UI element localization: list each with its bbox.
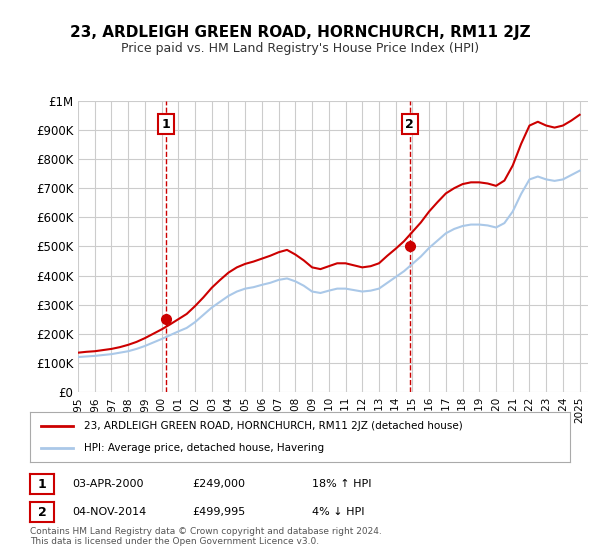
Text: 1: 1 — [38, 478, 46, 491]
Text: Price paid vs. HM Land Registry's House Price Index (HPI): Price paid vs. HM Land Registry's House … — [121, 42, 479, 55]
Text: 1: 1 — [161, 118, 170, 130]
Text: 23, ARDLEIGH GREEN ROAD, HORNCHURCH, RM11 2JZ: 23, ARDLEIGH GREEN ROAD, HORNCHURCH, RM1… — [70, 25, 530, 40]
Text: £249,000: £249,000 — [192, 479, 245, 489]
Text: £499,995: £499,995 — [192, 507, 245, 517]
Text: 4% ↓ HPI: 4% ↓ HPI — [312, 507, 365, 517]
Text: 2: 2 — [38, 506, 46, 519]
Text: Contains HM Land Registry data © Crown copyright and database right 2024.
This d: Contains HM Land Registry data © Crown c… — [30, 526, 382, 546]
Text: 23, ARDLEIGH GREEN ROAD, HORNCHURCH, RM11 2JZ (detached house): 23, ARDLEIGH GREEN ROAD, HORNCHURCH, RM1… — [84, 421, 463, 431]
Text: 2: 2 — [406, 118, 414, 130]
Text: HPI: Average price, detached house, Havering: HPI: Average price, detached house, Have… — [84, 443, 324, 453]
Text: 04-NOV-2014: 04-NOV-2014 — [72, 507, 146, 517]
Text: 03-APR-2000: 03-APR-2000 — [72, 479, 143, 489]
Text: 18% ↑ HPI: 18% ↑ HPI — [312, 479, 371, 489]
